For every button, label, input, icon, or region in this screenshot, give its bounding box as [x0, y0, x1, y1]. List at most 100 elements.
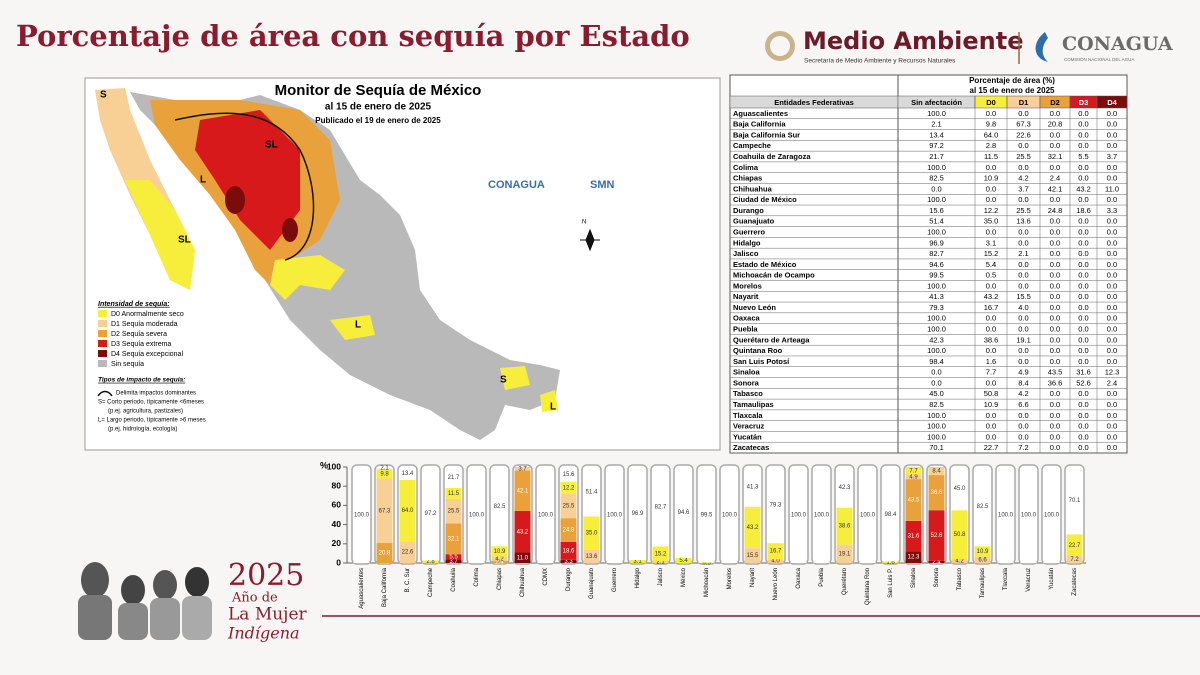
- table-cell: 0.0: [1018, 227, 1028, 236]
- footer-line: La Mujer: [228, 605, 308, 625]
- table-cell: 0.0: [986, 411, 996, 420]
- table-cell: 0.0: [986, 227, 996, 236]
- data-label: 82.7: [655, 504, 667, 510]
- table-cell: Tabasco: [733, 389, 763, 398]
- table-cell: 96.9: [929, 238, 944, 247]
- data-label: 50.8: [954, 532, 966, 538]
- map-conagua: CONAGUA: [488, 179, 545, 191]
- data-label: 45.0: [954, 486, 966, 492]
- table-cell: 0.0: [986, 346, 996, 355]
- table-cell: Colima: [733, 163, 759, 172]
- impact-text: L= Largo periodo, típicamente >6 meses: [98, 418, 206, 424]
- data-label: 67.3: [379, 508, 391, 514]
- data-label: 3.1: [633, 559, 642, 565]
- x-tick-label: Oaxaca: [796, 567, 802, 588]
- d0-region: [270, 255, 345, 300]
- data-label: 11.5: [448, 491, 460, 497]
- conagua-drop: [1035, 32, 1048, 62]
- data-label: 12.3: [908, 555, 920, 561]
- x-tick-label: Chihuahua: [520, 567, 526, 597]
- table-cell: 12.3: [1105, 368, 1120, 377]
- data-label: 4.2: [955, 559, 964, 565]
- x-tick-label: Hidalgo: [635, 567, 641, 588]
- bar-segment: [905, 551, 922, 563]
- bar-segment: [629, 560, 646, 563]
- region-label: SL: [178, 235, 191, 246]
- x-tick-label: Zacatecas: [1072, 568, 1078, 596]
- table-cell: 51.4: [929, 217, 944, 226]
- table-cell: 3.1: [986, 238, 996, 247]
- data-label: 11.0: [517, 555, 529, 561]
- table-cell: 0.0: [1078, 227, 1088, 236]
- bar-segment: [583, 516, 600, 550]
- table-cell: 43.2: [984, 292, 999, 301]
- table-cell: 0.0: [1078, 303, 1088, 312]
- bar-segment: [376, 469, 393, 479]
- bar-segment: [974, 556, 991, 563]
- data-label: 16.7: [770, 549, 782, 555]
- table-cell: 0.0: [1078, 195, 1088, 204]
- table-cell: 100.0: [927, 163, 946, 172]
- table-cell: 50.8: [984, 389, 999, 398]
- semarnat-sub: Secretaría de Medio Ambiente y Recursos …: [804, 58, 956, 65]
- table: [729, 74, 1128, 454]
- table-cell: 0.0: [1050, 400, 1060, 409]
- bar-segment: [560, 559, 577, 563]
- table-cell: 0.0: [1078, 411, 1088, 420]
- bar-segment: [675, 557, 692, 563]
- bar-segment: [445, 487, 462, 499]
- table-cell: 0.0: [1078, 432, 1088, 441]
- bar-segment: [376, 478, 393, 544]
- data-label: 42.1: [517, 488, 529, 494]
- table-cell: 0.0: [1050, 238, 1060, 247]
- table-cell: 0.0: [1107, 400, 1117, 409]
- table-cell: 0.0: [986, 109, 996, 118]
- bar-segment: [629, 467, 646, 561]
- data-label: 2.1: [656, 560, 665, 566]
- bar-segment: [905, 467, 922, 475]
- bar-segment: [1020, 467, 1037, 563]
- bar-segment: [422, 560, 439, 563]
- table-cell: 0.0: [1018, 432, 1028, 441]
- x-tick-label: Tlaxcala: [1003, 567, 1009, 590]
- table-cell: 0.0: [1107, 432, 1117, 441]
- table-cell: 0.0: [1107, 120, 1117, 129]
- region-label: L: [355, 320, 361, 331]
- table-cell: 2.1: [1018, 249, 1028, 258]
- table-cell: Aguascalientes: [733, 109, 788, 118]
- table-cell: 0.0: [1050, 357, 1060, 366]
- data-label: 94.6: [678, 510, 690, 516]
- compass: [580, 228, 600, 252]
- table-cell: 0.0: [1078, 174, 1088, 183]
- bar-segment: [652, 467, 669, 547]
- d0-region: [500, 366, 530, 390]
- bar-segment: [928, 475, 945, 511]
- table-cell: 0.0: [1050, 335, 1060, 344]
- table-cell: 8.4: [1018, 378, 1028, 387]
- table-cell: 11.5: [984, 152, 998, 161]
- y-tick-label: 20: [332, 538, 342, 548]
- table-cell: 0.0: [1078, 335, 1088, 344]
- bar-segment: [905, 520, 922, 552]
- table-cell: 0.0: [1018, 314, 1028, 323]
- table-cell: 79.3: [929, 303, 944, 312]
- table-cell: 0.0: [1107, 411, 1117, 420]
- table-cell: 67.3: [1016, 120, 1031, 129]
- bar-segment: [445, 554, 462, 560]
- data-label: 4.0: [771, 559, 780, 565]
- map-shapes: [95, 88, 600, 440]
- table-cell: 10.9: [984, 400, 999, 409]
- table-cell: 100.0: [927, 314, 946, 323]
- table-cell: 20.8: [1048, 120, 1063, 129]
- table-cell: 0.0: [1107, 303, 1117, 312]
- data-label: 43.2: [517, 529, 529, 535]
- table-cell: Sinaloa: [733, 368, 761, 377]
- table-cell: 0.0: [1078, 120, 1088, 129]
- table-cell: 0.0: [1050, 141, 1060, 150]
- x-tick-label: Colima: [474, 567, 480, 586]
- x-tick-label: San Luis P.: [888, 568, 894, 598]
- x-tick-label: Jalisco: [658, 567, 664, 586]
- legend-swatch: [98, 320, 107, 327]
- bar-segment: [1066, 534, 1083, 557]
- bar-segment: [583, 549, 600, 563]
